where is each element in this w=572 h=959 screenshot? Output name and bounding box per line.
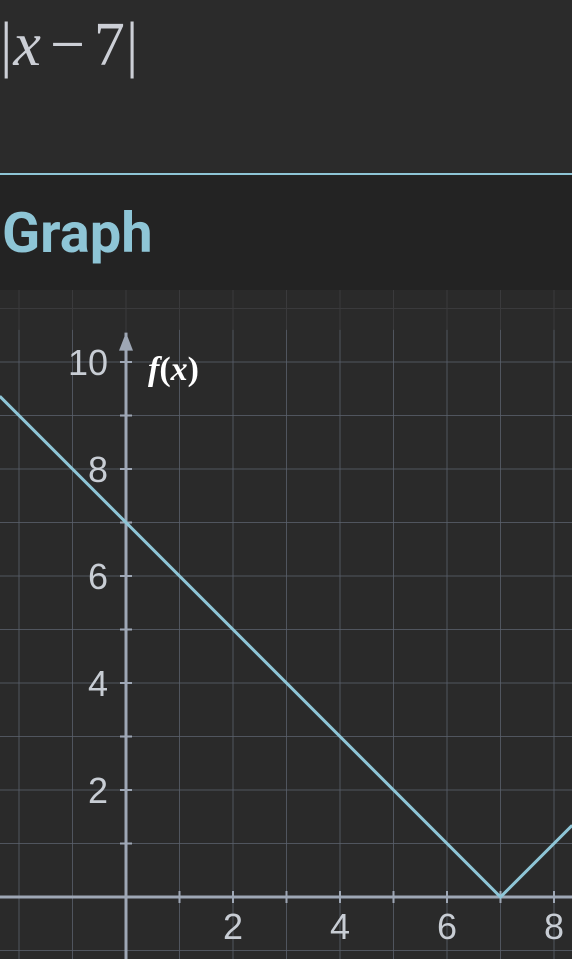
formula-variable: x (13, 11, 42, 79)
formula-operator: − (50, 11, 86, 79)
formula-bar: |x−7| (0, 0, 572, 175)
graph-panel[interactable]: 2 4 6 8 2 4 6 8 10 f(x) (0, 290, 572, 959)
section-header: Graph (0, 175, 572, 290)
y-tick-label: 4 (88, 663, 108, 704)
x-tick-label: 6 (437, 906, 457, 947)
y-tick-label: 2 (88, 770, 108, 811)
formula-constant: 7 (94, 11, 126, 79)
abs-bar-right: | (126, 11, 139, 79)
y-tick-label: 10 (68, 342, 108, 383)
abs-bar-left: | (0, 11, 13, 79)
formula-expression[interactable]: |x−7| (0, 10, 139, 81)
x-tick-label: 4 (330, 906, 350, 947)
y-tick-label: 6 (88, 556, 108, 597)
x-tick-label: 2 (223, 906, 243, 947)
y-axis-label: f(x) (148, 351, 199, 388)
graph-canvas[interactable]: 2 4 6 8 2 4 6 8 10 f(x) (0, 290, 572, 959)
x-tick-label: 8 (544, 906, 564, 947)
y-tick-label: 8 (88, 449, 108, 490)
section-title: Graph (2, 200, 153, 266)
